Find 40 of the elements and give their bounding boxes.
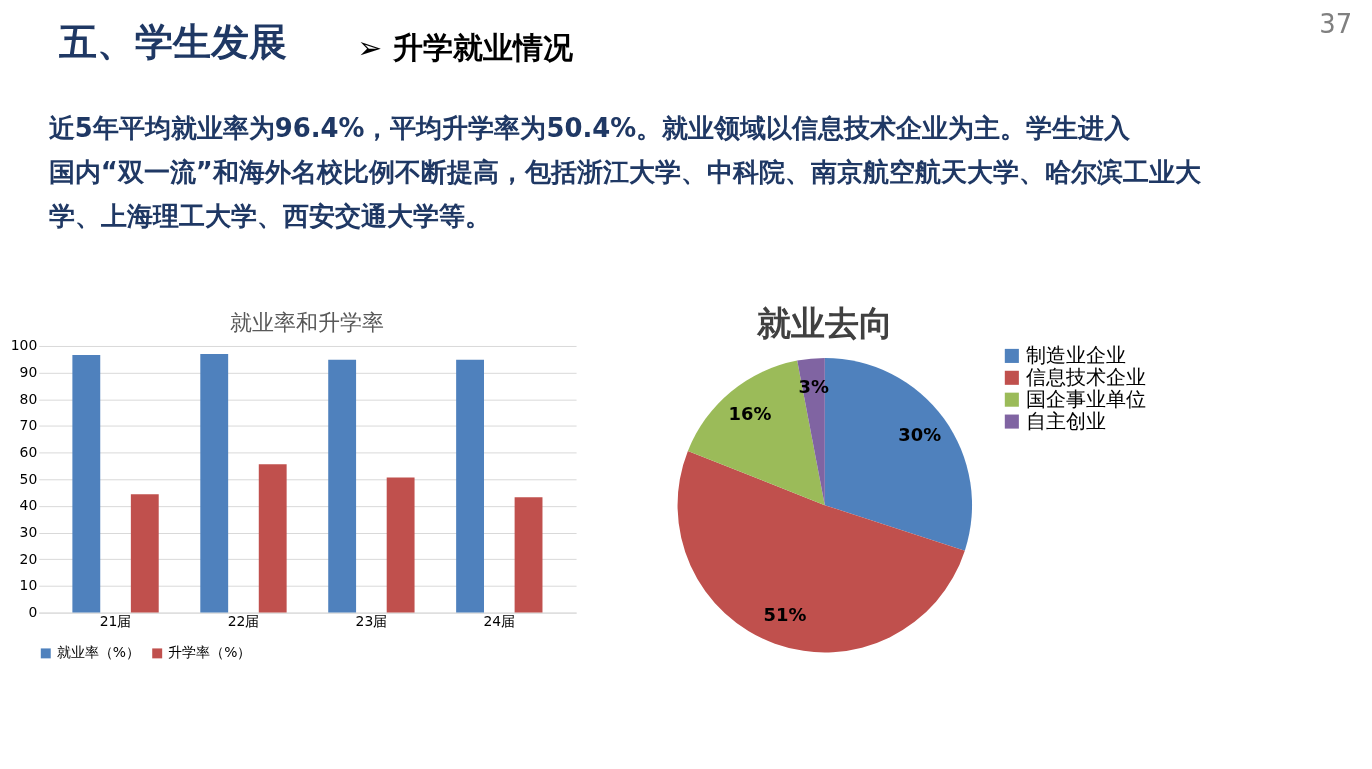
y-tick-label: 30: [19, 524, 38, 541]
bar: [514, 497, 543, 613]
y-tick-label: 60: [19, 444, 38, 461]
y-tick-label: 20: [19, 550, 38, 567]
data-label: 51%: [763, 603, 807, 625]
y-tick-label: 40: [19, 497, 38, 514]
y-tick-label: 70: [19, 417, 38, 434]
text: ➢ 升学就业情况: [357, 30, 574, 66]
y-tick-label: 90: [19, 364, 38, 381]
bar: [386, 477, 415, 613]
y-tick-label: 80: [19, 390, 38, 407]
x-tick-label: 22届: [227, 613, 260, 630]
legend-label: 就业率（%）: [56, 644, 140, 661]
text: 五、学生发展: [58, 20, 287, 65]
x-tick-label: 21届: [99, 613, 132, 630]
y-tick-label: 0: [28, 604, 38, 621]
bar: [258, 464, 287, 613]
bar: [200, 353, 229, 613]
bar: [130, 494, 159, 613]
chart-title: 就业率和升学率: [230, 310, 385, 336]
text: 近5年平均就业率为96.4%，平均升学率为50.4%。就业领域以信息技术企业为主。学生进入国内“双一流”和海外名校比例不断提高，包括浙江大学、中科院、南京航空航天大学、哈尔滨工业大学、上海理工大学、西安交通大学等。: [48, 113, 1202, 231]
legend-label: 升学率（%）: [168, 644, 252, 661]
bar: [456, 359, 484, 613]
legend-label: 自主创业: [1025, 409, 1106, 433]
x-tick-label: 24届: [483, 613, 516, 630]
data-label: 16%: [728, 402, 772, 424]
y-tick-label: 100: [10, 337, 38, 354]
x-tick-label: 23届: [355, 613, 388, 630]
data-label: 3%: [798, 376, 829, 398]
y-tick-label: 10: [19, 577, 38, 594]
legend-label: 国企事业单位: [1025, 387, 1146, 411]
chart-title: 就业去向: [755, 304, 893, 344]
legend-label: 信息技术企业: [1025, 365, 1146, 389]
bar: [72, 355, 101, 613]
data-label: 30%: [898, 424, 942, 446]
legend-label: 制造业企业: [1025, 343, 1126, 367]
pie-slice: [677, 450, 965, 653]
bar: [328, 359, 357, 613]
text: 37: [1319, 8, 1353, 39]
y-tick-label: 50: [19, 470, 38, 487]
